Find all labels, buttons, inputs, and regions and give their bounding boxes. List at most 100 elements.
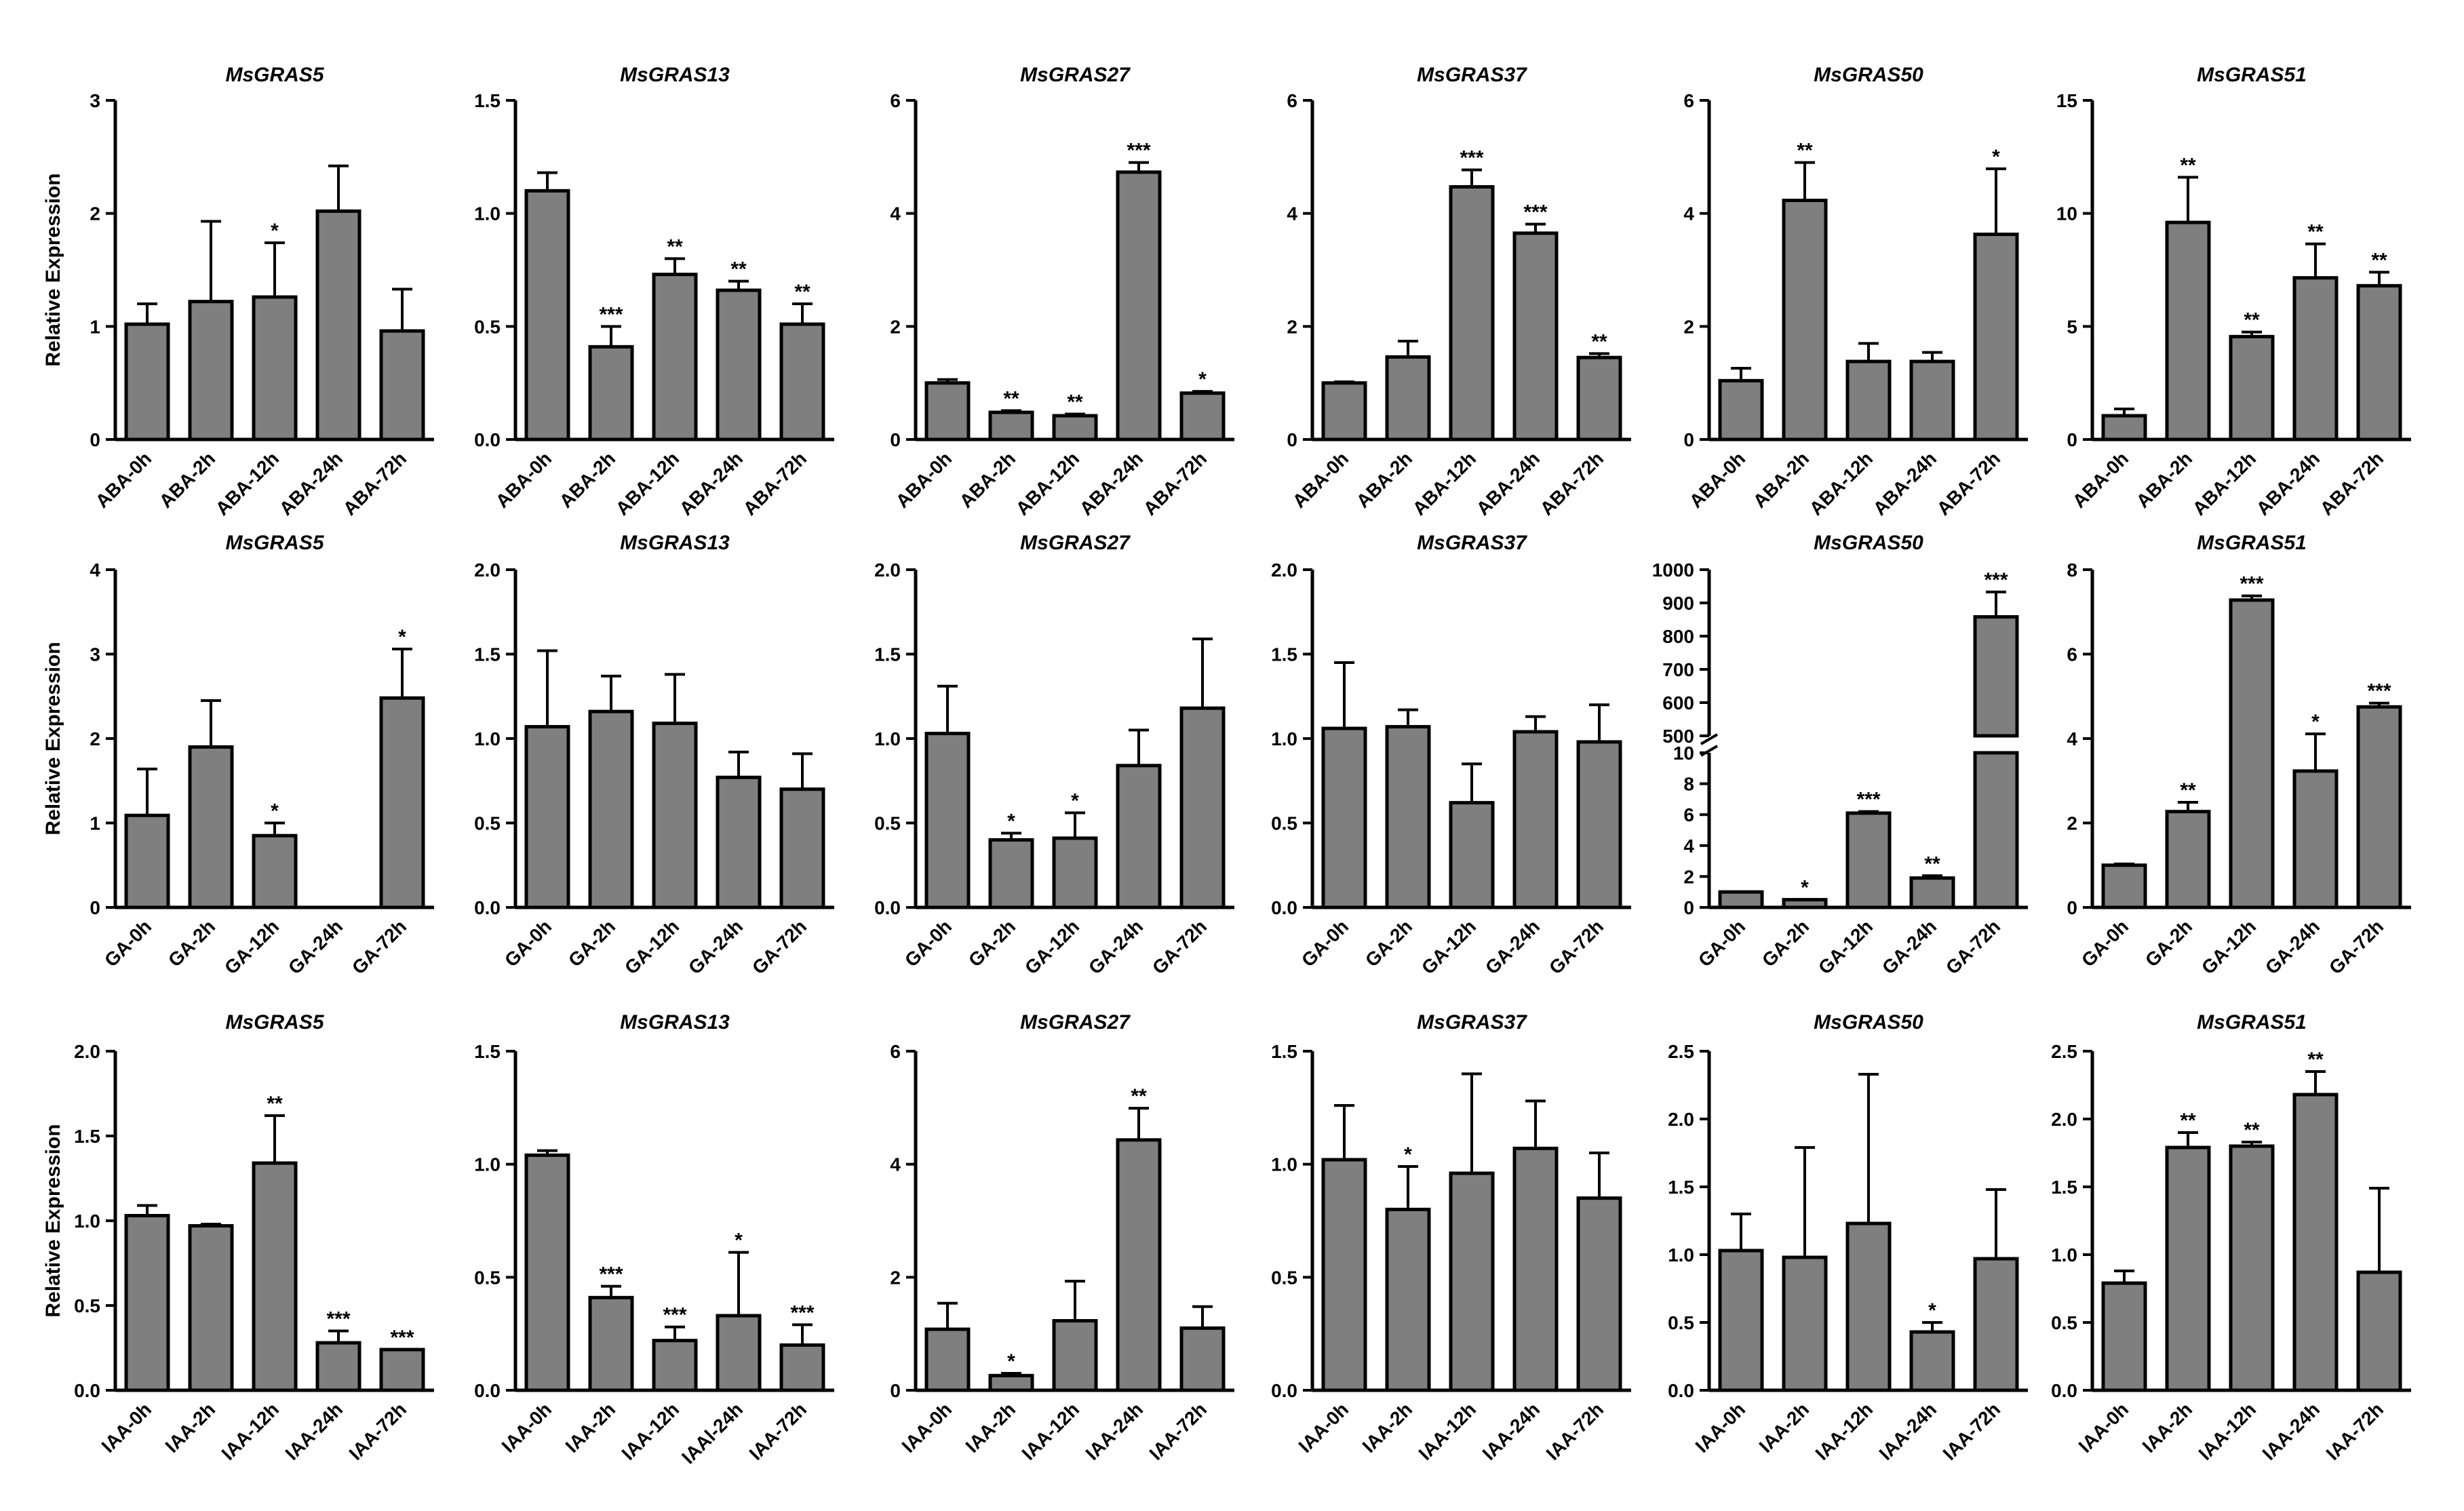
- y-tick-label: 5: [2067, 316, 2077, 337]
- x-tick-label: ABA-0h: [492, 448, 556, 512]
- y-tick-label: 800: [1662, 626, 1694, 647]
- bar: [1576, 740, 1622, 909]
- y-tick-label: 0.0: [1271, 1380, 1297, 1401]
- y-tick-label: 4: [90, 560, 100, 581]
- significance-label: **: [2244, 1119, 2260, 1141]
- x-tick-label: GA-2h: [1758, 916, 1813, 970]
- y-axis-label: Relative Expression: [42, 173, 64, 366]
- chart-panel-17: MsGRAS51 0.0 0.5 1.0 1.5 2.0 2.5 IAA-0h ** IAA-2h…: [2051, 1011, 2411, 1464]
- x-tick-label: GA-24h: [284, 916, 347, 978]
- bar: [1512, 231, 1559, 441]
- y-tick-label: 2.0: [1668, 1109, 1694, 1130]
- y-tick-label: 0.5: [474, 813, 501, 834]
- bar: [188, 1224, 234, 1392]
- y-tick-label: 0.5: [474, 316, 501, 337]
- y-tick-label: 6: [890, 1041, 901, 1062]
- significance-label: **: [267, 1093, 283, 1115]
- significance-label: *: [1007, 1350, 1015, 1373]
- bar: [1385, 1207, 1431, 1392]
- y-tick-label: 1.0: [1271, 1154, 1297, 1175]
- bar: [124, 1214, 170, 1392]
- x-tick-label: GA-0h: [1297, 916, 1352, 970]
- y-tick-label: 10: [2056, 203, 2077, 224]
- y-tick-label: 1.0: [2051, 1244, 2077, 1265]
- bar: [379, 329, 425, 441]
- y-tick-label: 0.5: [874, 813, 901, 834]
- x-tick-label: ABA-12h: [2189, 448, 2261, 519]
- chart-panel-3: MsGRAS37 0 2 4 6 ABA-0h ABA-2h *** ABA-12h *** ABA…: [1287, 64, 1631, 519]
- significance-label: **: [1591, 330, 1607, 353]
- y-tick-label: 1.5: [2051, 1177, 2077, 1198]
- chart-title: MsGRAS51: [2197, 64, 2307, 86]
- significance-label: ***: [2367, 680, 2391, 703]
- x-tick-label: GA-12h: [2197, 916, 2260, 978]
- bar: [124, 813, 170, 909]
- bar: [588, 345, 634, 441]
- x-tick-label: ABA-72h: [1139, 448, 1211, 519]
- bar: [716, 1314, 762, 1392]
- y-tick-label: 1.0: [474, 1154, 501, 1175]
- y-tick-label: 10: [1673, 743, 1694, 764]
- bar: [652, 722, 698, 909]
- bar: [779, 1343, 825, 1392]
- x-tick-label: IAA-24h: [281, 1398, 347, 1464]
- x-tick-label: IAA-12h: [1018, 1398, 1084, 1464]
- bar: [379, 1348, 425, 1392]
- y-tick-label: 0.5: [2051, 1312, 2077, 1333]
- chart-title: MsGRAS27: [1020, 532, 1131, 554]
- x-tick-label: GA-72h: [1545, 916, 1607, 978]
- y-tick-label: 2: [1683, 866, 1694, 887]
- bar: [1782, 199, 1828, 441]
- x-tick-label: ABA-2h: [155, 448, 220, 512]
- y-tick-label: 2.0: [74, 1041, 100, 1062]
- bar: [188, 300, 234, 441]
- significance-label: **: [1003, 388, 1019, 410]
- chart-title: MsGRAS51: [2197, 532, 2307, 554]
- significance-label: *: [2311, 711, 2320, 733]
- x-tick-label: IAA-2h: [161, 1398, 220, 1457]
- y-tick-label: 4: [1683, 836, 1694, 857]
- y-tick-label: 2.0: [874, 560, 901, 581]
- chart-title: MsGRAS37: [1417, 1011, 1527, 1034]
- chart-title: MsGRAS5: [225, 64, 324, 86]
- y-tick-label: 15: [2056, 90, 2077, 111]
- bar-lower-segment: [1973, 751, 2019, 909]
- significance-label: ***: [790, 1301, 814, 1324]
- chart-title: MsGRAS37: [1417, 532, 1527, 554]
- x-tick-label: GA-0h: [901, 916, 956, 970]
- bar: [779, 787, 825, 909]
- x-tick-label: IAA-2h: [1358, 1398, 1417, 1457]
- y-tick-label: 1.5: [74, 1126, 100, 1147]
- bar: [1179, 391, 1226, 441]
- x-tick-label: ABA-2h: [2132, 448, 2197, 512]
- bar: [1782, 1255, 1828, 1392]
- significance-label: **: [1797, 140, 1813, 162]
- x-tick-label: GA-0h: [501, 916, 555, 970]
- chart-panel-15: MsGRAS37 0.0 0.5 1.0 1.5 IAA-0h * IAA-2hIAA-12h…: [1271, 1011, 1631, 1464]
- bar: [1576, 355, 1622, 441]
- bar: [315, 209, 361, 441]
- x-tick-label: IAA-12h: [1415, 1398, 1481, 1464]
- x-tick-label: GA-72h: [348, 916, 410, 978]
- x-tick-label: ABA-12h: [612, 448, 684, 519]
- bar: [2292, 769, 2339, 909]
- bar: [1321, 726, 1367, 909]
- y-tick-label: 2: [890, 316, 901, 337]
- y-tick-label: 3: [90, 644, 100, 665]
- bar: [252, 1161, 298, 1392]
- significance-label: *: [1992, 146, 2000, 168]
- y-tick-label: 0.5: [1271, 1267, 1297, 1288]
- y-tick-label: 0.0: [474, 897, 501, 918]
- y-tick-label: 2.0: [474, 560, 501, 581]
- chart-title: MsGRAS5: [225, 532, 324, 554]
- y-tick-label: 1.0: [474, 728, 501, 749]
- significance-label: *: [1007, 810, 1015, 832]
- x-tick-label: GA-24h: [1878, 916, 1940, 978]
- x-tick-label: ABA-72h: [2316, 448, 2388, 519]
- y-tick-label: 4: [890, 1154, 901, 1175]
- y-tick-label: 4: [1287, 203, 1297, 224]
